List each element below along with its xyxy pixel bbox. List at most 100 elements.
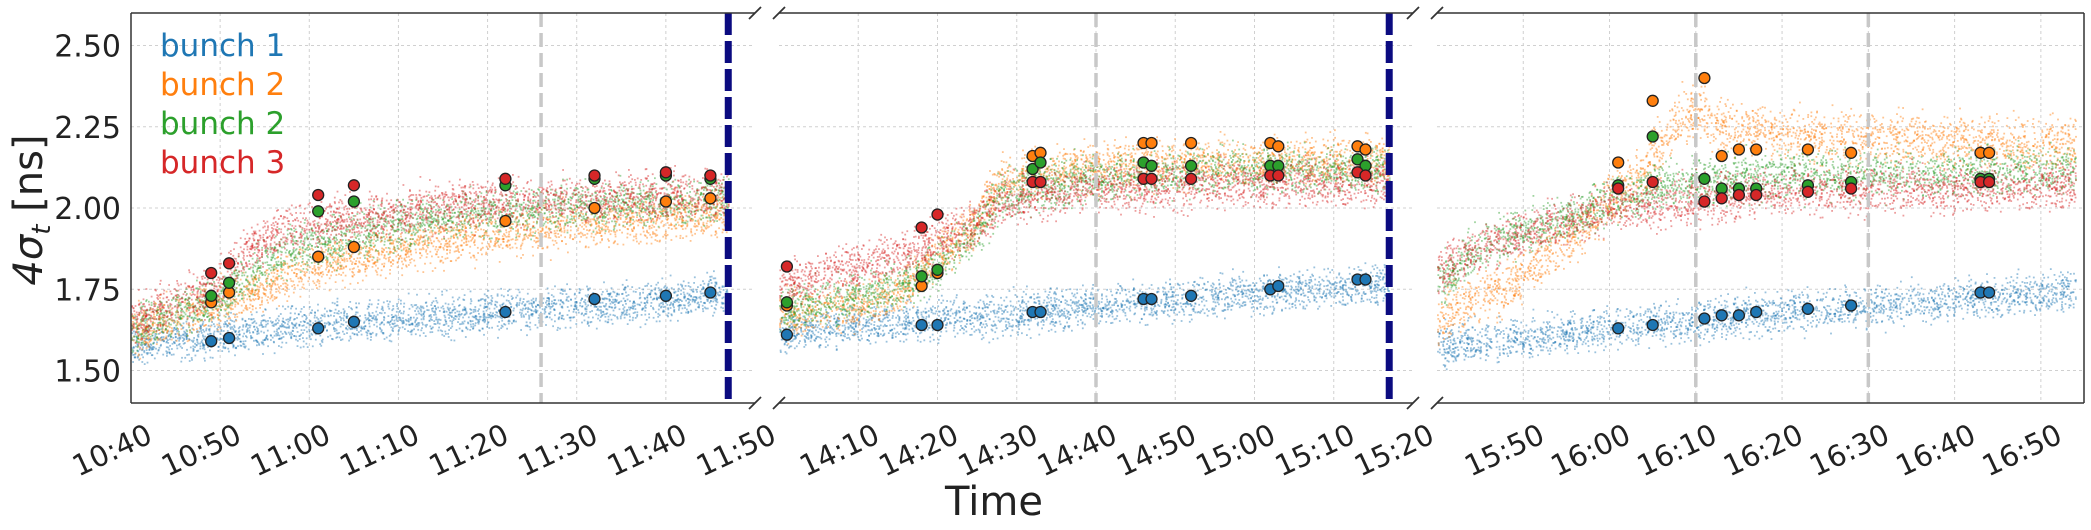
scatter-dot-orange [508, 235, 511, 238]
scatter-dot-blue [548, 303, 551, 306]
scatter-dot-blue [295, 335, 298, 338]
scatter-dot-blue [677, 290, 680, 292]
scatter-dot-orange [269, 297, 272, 300]
scatter-dot-blue [478, 321, 480, 323]
scatter-dot-blue [283, 326, 285, 328]
scatter-dot-orange [537, 237, 539, 240]
scatter-dot-orange [491, 249, 494, 251]
scatter-dot-orange [452, 235, 455, 238]
scatter-dot-blue [203, 348, 206, 351]
scatter-dot-green [682, 199, 685, 201]
scatter-dot-blue [697, 301, 700, 304]
scatter-dot-blue [498, 321, 500, 323]
scatter-dot-blue [420, 310, 423, 313]
scatter-dot-orange [520, 257, 522, 259]
scatter-dot-orange [317, 266, 319, 269]
scatter-dot-blue [456, 310, 459, 313]
scatter-dot-blue [643, 297, 646, 299]
scatter-dot-orange [589, 218, 592, 221]
scatter-dot-blue [715, 303, 718, 306]
scatter-dot-blue [266, 322, 269, 325]
scatter-dot-blue [485, 316, 488, 319]
scatter-dot-orange [632, 216, 635, 218]
scatter-dot-orange [390, 242, 393, 244]
scatter-dot-orange [344, 274, 347, 277]
scatter-dot-blue [417, 310, 420, 313]
scatter-dot-orange [474, 231, 477, 233]
scatter-dot-orange [403, 257, 406, 260]
scatter-dot-orange [629, 233, 632, 236]
scatter-dot-blue [265, 335, 268, 338]
scatter-dot-blue [496, 314, 498, 317]
scatter-dot-blue [253, 325, 255, 328]
scatter-dot-orange [651, 218, 654, 220]
scatter-dot-blue [317, 318, 320, 320]
scatter-dot-orange [419, 211, 422, 213]
scatter-dot-orange [644, 200, 647, 203]
scatter-dot-orange [185, 303, 188, 306]
scatter-dot-orange [146, 323, 149, 326]
scatter-dot-blue [368, 306, 370, 308]
scatter-dot-blue [539, 306, 541, 309]
scatter-dot-green [632, 218, 634, 221]
scatter-dot-orange [197, 313, 199, 316]
scatter-dot-blue [277, 334, 279, 336]
scatter-dot-blue [618, 302, 620, 304]
scatter-dot-blue [510, 295, 513, 298]
scatter-dot-blue [655, 320, 658, 323]
scatter-dot-orange [263, 287, 266, 290]
scatter-dot-orange [720, 217, 723, 219]
scatter-dot-blue [335, 332, 338, 335]
scatter-dot-green [434, 214, 437, 217]
scatter-dot-blue [589, 311, 592, 313]
scatter-dot-blue [419, 305, 422, 308]
scatter-dot-blue [220, 338, 223, 340]
scatter-dot-blue [650, 302, 653, 304]
scatter-dot-green [294, 254, 297, 257]
scatter-dot-blue [192, 318, 195, 321]
scatter-dot-blue [602, 310, 604, 313]
scatter-dot-blue [577, 309, 580, 311]
scatter-dot-orange [359, 257, 362, 259]
scatter-dot-orange [571, 222, 574, 224]
scatter-dot-blue [613, 301, 616, 303]
scatter-dot-blue [367, 311, 370, 314]
scatter-dot-blue [490, 317, 493, 320]
scatter-dot-orange [139, 357, 142, 360]
scatter-dot-orange [544, 231, 547, 234]
scatter-dot-orange [615, 217, 618, 219]
scatter-dot-blue [644, 302, 646, 304]
scatter-dot-blue [622, 297, 625, 300]
scatter-dot-blue [361, 327, 364, 330]
scatter-dot-orange [392, 240, 395, 242]
scatter-dot-blue [179, 345, 182, 348]
scatter-dot-orange [176, 299, 179, 301]
scatter-dot-orange [664, 232, 667, 235]
scatter-dot-orange [331, 271, 333, 273]
scatter-dot-orange [709, 220, 712, 223]
scatter-dot-blue [263, 319, 266, 322]
scatter-dot-orange [659, 239, 661, 242]
scatter-dot-orange [248, 295, 251, 298]
scatter-dot-blue [437, 329, 440, 332]
scatter-dot-green [229, 302, 232, 305]
scatter-dot-blue [492, 312, 494, 315]
scatter-dot-blue [358, 302, 360, 305]
scatter-dot-blue [289, 317, 291, 320]
scatter-dot-orange [455, 246, 457, 249]
scatter-dot-green [280, 271, 283, 274]
scatter-dot-blue [458, 327, 461, 330]
scatter-dot-blue [300, 329, 303, 331]
scatter-dot-blue [428, 314, 431, 317]
scatter-dot-orange [587, 217, 590, 219]
scatter-dot-orange [718, 201, 721, 204]
scatter-dot-blue [624, 286, 627, 289]
scatter-dot-blue [674, 299, 677, 302]
scatter-dot-orange [154, 301, 156, 304]
scatter-dot-orange [446, 246, 449, 248]
scatter-dot-orange [145, 325, 148, 328]
scatter-dot-green [158, 313, 161, 316]
scatter-dot-orange [370, 248, 373, 250]
scatter-dot-orange [596, 219, 599, 222]
scatter-dot-orange [411, 242, 413, 245]
